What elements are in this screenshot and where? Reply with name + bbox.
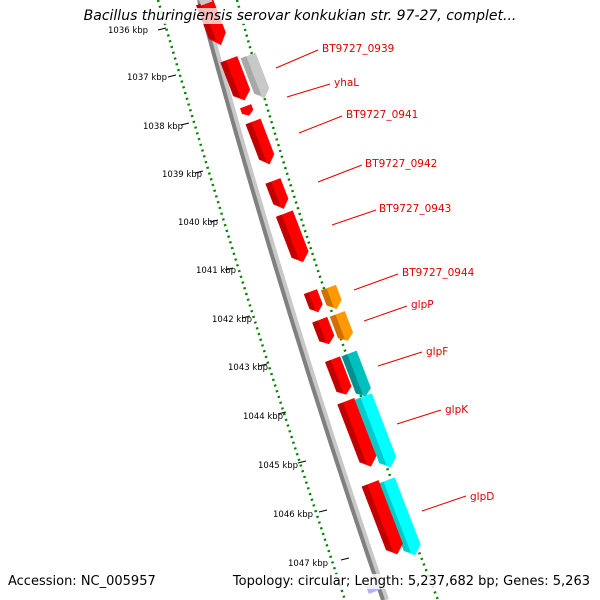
tick-label: 1041 kbp [196,266,236,276]
label-bt9727-0943: BT9727_0943 [379,203,451,215]
gene-yhal[interactable] [240,52,272,102]
tick-1044: 1044 kbp [243,411,287,422]
gene-bt9727-0943[interactable] [275,210,311,265]
label-bt9727-0941: BT9727_0941 [346,109,418,121]
label-glpd: glpD [470,491,494,503]
topology-text: Topology: circular; Length: 5,237,682 bp… [232,574,590,589]
gene-bt9727-0942[interactable] [265,178,292,212]
map-title: Bacillus thuringiensis serovar konkukian… [0,8,600,24]
backbone-shadow [199,0,389,600]
genome-backbone [197,0,385,600]
tick-label: 1044 kbp [243,412,283,422]
tick-label: 1047 kbp [288,559,328,569]
gene-glpk[interactable] [354,393,399,470]
tick-label: 1046 kbp [273,510,313,520]
tick-1045: 1045 kbp [258,460,307,471]
tick-1036: 1036 kbp [108,26,167,36]
gene-labels: BT9727_0939 yhaL BT9727_0941 BT9727_0942… [275,43,494,512]
tick-1037: 1037 kbp [127,73,177,83]
gene-small[interactable] [239,104,255,118]
gene-bt9727-0941[interactable] [245,118,277,168]
tick-1038: 1038 kbp [143,122,190,132]
tick-label: 1042 kbp [212,315,252,325]
label-bt9727-0939: BT9727_0939 [322,43,394,55]
tick-label: 1043 kbp [228,363,268,373]
gene-orange-1[interactable] [320,284,344,312]
outer-ruler [156,0,347,600]
gene-red-glpk[interactable] [337,398,379,470]
accession-text: Accession: NC_005957 [8,574,156,589]
tick-label: 1045 kbp [258,461,298,471]
label-glpk: glpK [445,404,469,416]
label-glpp: glpP [411,299,434,311]
tick-1041: 1041 kbp [196,266,236,276]
tick-label: 1037 kbp [127,73,167,83]
label-yhal: yhaL [334,77,359,89]
genes [195,0,423,594]
tick-label: 1040 kbp [178,218,218,228]
tick-1042: 1042 kbp [212,315,252,325]
tick-label: 1039 kbp [162,170,202,180]
label-bt9727-0944: BT9727_0944 [402,267,475,279]
gene-red-glpd[interactable] [361,480,406,557]
label-bt9727-0942: BT9727_0942 [365,158,437,170]
tick-1046: 1046 kbp [273,509,328,520]
gene-grey-top[interactable] [195,0,213,6]
label-glpf: glpF [426,346,448,358]
gene-red-glpf[interactable] [325,356,354,397]
tick-label: 1036 kbp [108,26,148,36]
gene-bt9727-0944[interactable] [303,289,325,315]
gene-glpp[interactable] [329,310,355,344]
tick-1040: 1040 kbp [178,218,219,228]
gene-bt9727-0939[interactable] [220,56,253,104]
gene-red-glpp[interactable] [312,316,336,347]
tick-1047: 1047 kbp [288,557,350,569]
gene-glpd[interactable] [377,477,423,558]
gene-glpf[interactable] [341,350,373,400]
tick-1039: 1039 kbp [162,170,204,180]
kbp-ticks: 1036 kbp 1037 kbp 1038 kbp 1039 kbp 1040… [108,26,350,569]
tick-1043: 1043 kbp [228,363,268,373]
tick-label: 1038 kbp [143,122,183,132]
